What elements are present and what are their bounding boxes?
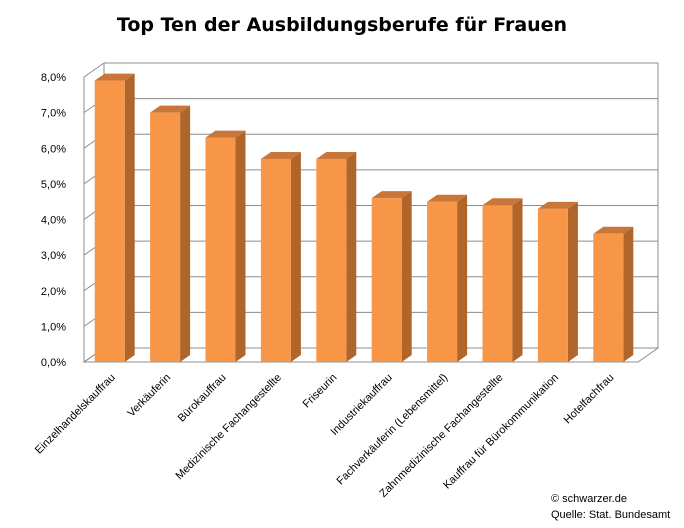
bar-top xyxy=(94,73,135,81)
y-tick-label: 7,0% xyxy=(41,108,66,120)
bar-top xyxy=(482,198,523,206)
category-label: Hotelfachfrau xyxy=(562,372,617,427)
bar-top xyxy=(537,201,578,209)
bar-front xyxy=(94,80,125,362)
bar-side xyxy=(512,198,523,362)
category-label: Medizinische Fachangestellte xyxy=(173,372,284,483)
bars xyxy=(94,73,634,362)
bar-side xyxy=(457,194,468,362)
category-label: Kauffrau für Bürokommunikation xyxy=(441,372,561,492)
category-label: Verkäuferin xyxy=(125,372,173,420)
bar-front xyxy=(316,158,347,362)
bar-side xyxy=(401,191,412,362)
category-label: Zahnmedizinische Fachangestellte xyxy=(377,372,505,500)
bar-top xyxy=(260,151,301,159)
bar-side xyxy=(124,73,135,362)
bar-top xyxy=(205,130,246,138)
bar-front xyxy=(260,158,291,362)
bar xyxy=(593,226,634,362)
bar-front xyxy=(537,208,568,362)
bar-top xyxy=(371,191,412,199)
bar-side xyxy=(567,201,578,362)
category-label: Einzelhandelskauffrau xyxy=(33,372,118,457)
y-tick-label: 1,0% xyxy=(41,321,66,333)
bar-front xyxy=(371,198,402,362)
y-tick-label: 2,0% xyxy=(41,286,66,298)
bar-side xyxy=(235,130,246,362)
chart-title: Top Ten der Ausbildungsberufe für Frauen xyxy=(117,14,567,36)
bar-side xyxy=(180,105,191,362)
y-tick-label: 8,0% xyxy=(41,72,66,84)
credit-line-1: © schwarzer.de xyxy=(551,493,627,505)
bar-top xyxy=(316,151,357,159)
bar xyxy=(537,201,578,362)
bar-front xyxy=(593,233,624,362)
bar-front xyxy=(205,137,236,362)
bar xyxy=(150,105,191,362)
category-label: Fachverkäuferin (Lebensmittel) xyxy=(335,372,451,488)
gridline-side xyxy=(83,62,105,78)
bar-top xyxy=(593,226,634,234)
bar-side xyxy=(623,226,634,362)
bar-top xyxy=(427,194,468,202)
category-label: Friseurin xyxy=(301,372,340,411)
y-axis-ticks: 0,0% 1,0% 2,0% 3,0% 4,0% 5,0% 6,0% 7,0% 8,0% xyxy=(41,72,66,369)
bar xyxy=(371,191,412,362)
bar xyxy=(482,198,523,362)
bar-front xyxy=(482,205,513,362)
credit-line-2: Quelle: Stat. Bundesamt xyxy=(551,509,670,521)
bar xyxy=(316,151,357,362)
bar-side xyxy=(290,151,301,362)
y-tick-label: 5,0% xyxy=(41,179,66,191)
bar-top xyxy=(150,105,191,113)
y-tick-label: 0,0% xyxy=(41,357,66,369)
bar-front xyxy=(427,201,458,362)
bar xyxy=(260,151,301,362)
y-tick-label: 3,0% xyxy=(41,250,66,262)
category-label: Bürokauffrau xyxy=(176,372,229,425)
bar xyxy=(94,73,135,362)
bar xyxy=(205,130,246,362)
bar xyxy=(427,194,468,362)
category-labels: Einzelhandelskauffrau Verkäuferin Bürokauf… xyxy=(33,372,616,500)
y-tick-label: 6,0% xyxy=(41,143,66,155)
bar-side xyxy=(346,151,357,362)
y-tick-label: 4,0% xyxy=(41,215,66,227)
bar-front xyxy=(150,112,181,362)
